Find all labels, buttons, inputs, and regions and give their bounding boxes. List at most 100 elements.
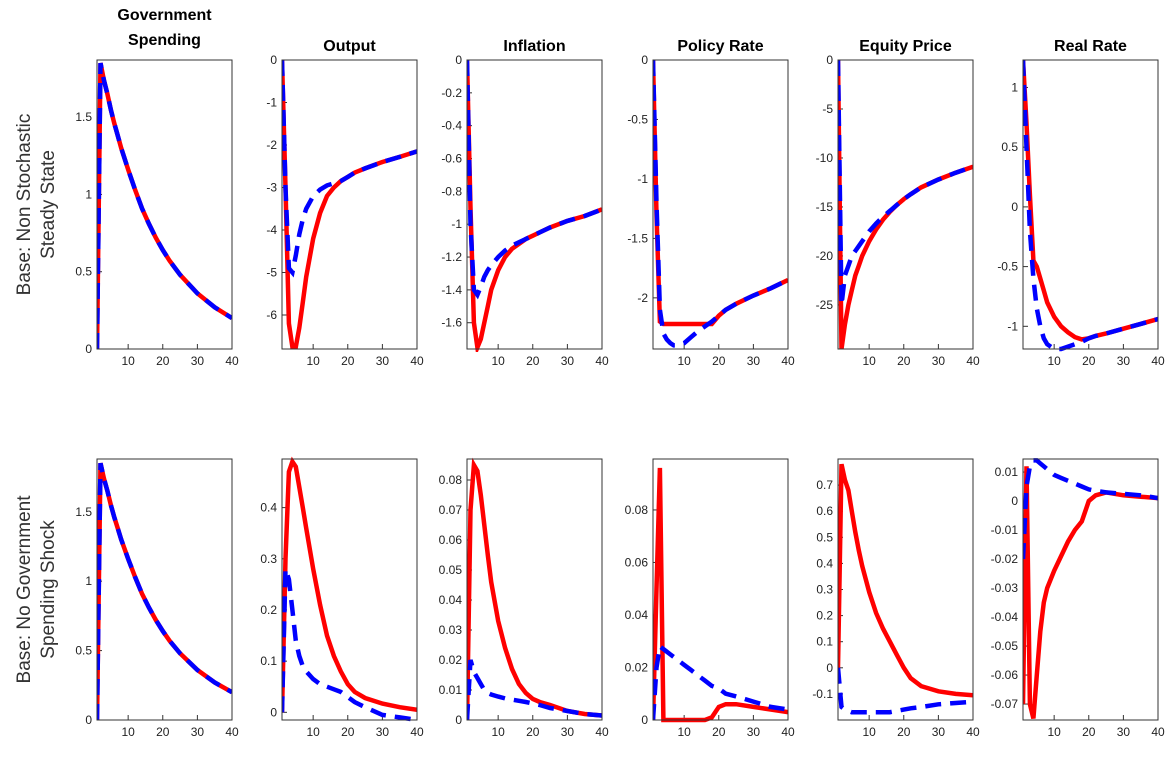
y-tick-label: -1 [637, 172, 648, 186]
x-tick-label: 30 [191, 725, 205, 739]
x-tick-label: 20 [341, 725, 355, 739]
axes-box [1022, 59, 1159, 350]
x-tick-label: 40 [1151, 725, 1165, 739]
y-tick-label: 0.05 [439, 563, 463, 577]
y-tick-label: 0.5 [1001, 140, 1018, 154]
x-tick-label: 30 [1117, 354, 1131, 368]
x-tick-label: 40 [966, 354, 980, 368]
plot-area [1023, 60, 1158, 349]
y-tick-label: 0.6 [816, 504, 833, 518]
x-tick-label: 10 [1047, 725, 1061, 739]
x-tick-label: 30 [747, 354, 761, 368]
y-tick-label: -1.4 [441, 283, 462, 297]
axes-box [1022, 458, 1159, 721]
y-tick-label: 0.06 [439, 533, 463, 547]
y-tick-label: -5 [822, 102, 833, 116]
y-tick-label: 0.1 [260, 654, 277, 668]
subplot-title: Equity Price [859, 38, 952, 55]
y-tick-label: 0 [270, 705, 277, 719]
axes-box [96, 458, 233, 721]
axes-box [96, 59, 233, 350]
x-tick-label: 20 [526, 354, 540, 368]
y-tick-label: 0 [270, 53, 277, 67]
subplot: 0 0.5 1 1.5 10 20 30 40 Government Spending Base: … [14, 7, 239, 368]
series-line [467, 659, 602, 721]
x-tick-label: 30 [191, 354, 205, 368]
y-tick-label: 0.2 [260, 603, 277, 617]
subplot: -6 -5 -4 -3 -2 -1 0 10 20 30 40 Output [266, 38, 424, 368]
y-tick-label: 0.08 [439, 473, 463, 487]
axes-box [837, 458, 974, 721]
x-tick-label: 10 [306, 725, 320, 739]
series-line [467, 59, 602, 300]
x-tick-label: 40 [410, 725, 424, 739]
x-tick-label: 10 [862, 725, 876, 739]
y-tick-label: 1 [85, 574, 92, 588]
y-tick-label: 0.04 [625, 608, 649, 622]
y-tick-label: 0 [641, 713, 648, 727]
y-tick-label: -0.4 [441, 119, 462, 133]
y-tick-label: 0 [826, 661, 833, 675]
subplot: -0.07 -0.06 -0.05 -0.04 -0.03 -0.02 -0.01 0 0.01… [991, 458, 1165, 739]
x-tick-label: 40 [595, 725, 609, 739]
series-line [653, 59, 788, 348]
y-tick-label: 0 [455, 713, 462, 727]
y-tick-label: -0.2 [441, 86, 462, 100]
x-tick-label: 10 [491, 354, 505, 368]
series-line [97, 462, 232, 721]
y-tick-label: -0.5 [627, 112, 648, 126]
y-tick-label: 0.07 [439, 503, 463, 517]
subplot-title: Government [117, 7, 212, 24]
x-tick-label: 40 [225, 725, 239, 739]
x-tick-label: 10 [1047, 354, 1061, 368]
y-tick-label: 0 [455, 53, 462, 67]
y-tick-label: -2 [637, 291, 648, 305]
axes-box [652, 59, 789, 350]
y-tick-label: -0.03 [991, 581, 1019, 595]
y-tick-label: 0.01 [439, 683, 463, 697]
axes-box [837, 59, 974, 350]
x-tick-label: 40 [966, 725, 980, 739]
subplot: -1.6 -1.4 -1.2 -1 -0.8 -0.6 -0.4 -0.2 0 10 20 30 40 I… [441, 38, 609, 368]
x-tick-label: 30 [1117, 725, 1131, 739]
y-tick-label: 0.02 [439, 653, 463, 667]
y-tick-label: -3 [266, 181, 277, 195]
subplot: 0 0.1 0.2 0.3 0.4 10 20 30 40 [260, 456, 424, 739]
y-tick-label: 1.5 [75, 110, 92, 124]
series-line [653, 642, 788, 721]
series-line [838, 59, 973, 306]
y-tick-label: -10 [816, 151, 834, 165]
subplot-title: Policy Rate [677, 38, 763, 55]
y-tick-label: 0.02 [625, 660, 649, 674]
subplot: 0 0.02 0.04 0.06 0.08 10 20 30 40 [625, 458, 795, 739]
y-tick-label: 0.3 [816, 583, 833, 597]
x-tick-label: 20 [1082, 725, 1096, 739]
subplot: 0 0.5 1 1.5 10 20 30 40 Base: No Government Spend… [14, 458, 239, 739]
y-tick-label: -20 [816, 249, 834, 263]
row-label: Steady State [38, 150, 59, 259]
y-tick-label: 0.08 [625, 503, 649, 517]
y-tick-label: 0 [85, 713, 92, 727]
x-tick-label: 20 [897, 725, 911, 739]
plot-area [653, 60, 788, 349]
y-tick-label: 0 [1011, 494, 1018, 508]
x-tick-label: 40 [225, 354, 239, 368]
y-tick-label: 0.1 [816, 635, 833, 649]
x-tick-label: 40 [410, 354, 424, 368]
plot-area [467, 459, 602, 720]
x-tick-label: 30 [747, 725, 761, 739]
y-tick-label: 0.3 [260, 552, 277, 566]
x-tick-label: 10 [677, 354, 691, 368]
y-tick-label: -1.6 [441, 316, 462, 330]
x-tick-label: 20 [1082, 354, 1096, 368]
y-tick-label: -1 [451, 217, 462, 231]
subplot-title: Spending [128, 32, 201, 49]
y-tick-label: -0.06 [991, 668, 1019, 682]
y-tick-label: -1 [266, 96, 277, 110]
y-tick-label: -1 [1007, 319, 1018, 333]
y-tick-label: 0.2 [816, 609, 833, 623]
x-tick-label: 20 [156, 354, 170, 368]
y-tick-label: 0.01 [995, 465, 1019, 479]
x-tick-label: 10 [306, 354, 320, 368]
y-tick-label: 0.04 [439, 593, 463, 607]
